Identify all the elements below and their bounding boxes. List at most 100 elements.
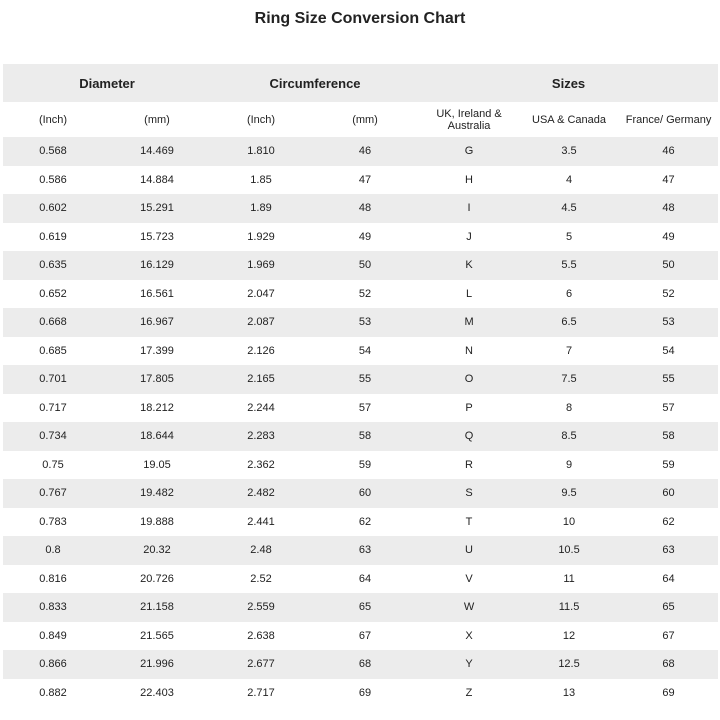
cell-usa-size: 10.5 [558, 544, 580, 557]
cell-circumference-inch: 2.559 [247, 601, 275, 614]
cell-france-size: 46 [662, 145, 675, 158]
cell-circumference-inch: 2.52 [250, 572, 272, 585]
cell-usa-size: 3.5 [561, 145, 577, 158]
cell-circumference-mm: 65 [358, 601, 372, 614]
cell-france-size: 60 [662, 487, 675, 500]
cell-diameter-mm: 17.805 [140, 373, 174, 386]
cell-circumference-mm: 59 [358, 458, 372, 471]
cell-circumference-inch: 2.717 [247, 686, 275, 699]
table-row: 0.619 15.723 1.929 49 J 5 49 [3, 223, 718, 252]
cell-france-size: 55 [662, 373, 675, 386]
cell-diameter-mm: 17.399 [140, 344, 174, 357]
table-row: 0.635 16.129 1.969 50 K 5.5 50 [3, 251, 719, 280]
cell-france-size: 68 [662, 658, 675, 671]
cell-uk-size: W [463, 601, 475, 614]
cell-circumference-mm: 67 [358, 629, 372, 642]
cell-france-size: 53 [662, 316, 675, 329]
cell-circumference-mm: 58 [358, 430, 372, 443]
cell-france-size: 47 [662, 173, 675, 186]
cell-france-size: 63 [662, 544, 675, 557]
table-row: 0.568 14.469 1.810 46 G 3.5 46 [3, 137, 719, 166]
cell-diameter-mm: 14.469 [140, 145, 174, 158]
table-row: 0.816 20.726 2.52 64 V 11 64 [3, 565, 718, 594]
cell-diameter-mm: 19.482 [140, 487, 174, 500]
cell-diameter-inch: 0.668 [39, 316, 67, 329]
table-row: 0.767 19.482 2.482 60 S 9.5 60 [3, 479, 719, 508]
cell-uk-size: T [465, 515, 473, 528]
cell-circumference-mm: 57 [358, 401, 372, 414]
cell-usa-size: 8 [565, 401, 573, 414]
table-row: 0.75 19.05 2.362 59 R 9 59 [3, 451, 718, 480]
cell-circumference-mm: 68 [358, 658, 372, 671]
cell-uk-size: Z [465, 686, 473, 699]
cell-circumference-mm: 49 [358, 230, 372, 243]
cell-france-size: 67 [662, 629, 675, 642]
cell-diameter-inch: 0.685 [39, 344, 67, 357]
cell-diameter-mm: 16.967 [140, 316, 174, 329]
cell-circumference-mm: 64 [358, 572, 372, 585]
cell-circumference-inch: 1.929 [247, 230, 275, 243]
cell-diameter-inch: 0.717 [39, 401, 67, 414]
header-diameter: Diameter [3, 64, 212, 102]
table-row: 0.701 17.805 2.165 55 O 7.5 55 [3, 365, 719, 394]
cell-diameter-mm: 15.291 [140, 202, 174, 215]
group-header-row: Diameter Circumference Sizes [3, 64, 719, 102]
cell-usa-size: 12.5 [558, 658, 580, 671]
cell-diameter-mm: 21.996 [140, 658, 174, 671]
table-body: 0.568 14.469 1.810 46 G 3.5 46 0.586 14.884 1.85 4… [3, 137, 719, 708]
cell-diameter-mm: 21.565 [140, 629, 174, 642]
cell-circumference-mm: 50 [358, 259, 372, 272]
cell-circumference-inch: 2.126 [247, 344, 275, 357]
header-sizes: Sizes [419, 64, 719, 102]
table-row: 0.882 22.403 2.717 69 Z 13 69 [3, 679, 718, 708]
cell-diameter-mm: 16.129 [140, 259, 174, 272]
cell-usa-size: 4.5 [561, 202, 577, 215]
cell-diameter-inch: 0.568 [39, 145, 67, 158]
cell-usa-size: 6 [565, 287, 573, 300]
cell-circumference-mm: 48 [358, 202, 372, 215]
cell-circumference-inch: 2.677 [247, 658, 275, 671]
cell-diameter-inch: 0.849 [39, 629, 67, 642]
table-row: 0.783 19.888 2.441 62 T 10 62 [3, 508, 718, 537]
cell-circumference-inch: 2.48 [250, 544, 272, 557]
page-title: Ring Size Conversion Chart [254, 10, 466, 27]
cell-uk-size: M [464, 316, 474, 329]
cell-circumference-inch: 2.087 [247, 316, 275, 329]
cell-uk-size: K [465, 259, 473, 272]
header-diameter-inch: (Inch) [3, 102, 103, 137]
cell-circumference-mm: 47 [358, 173, 372, 186]
cell-usa-size: 7 [565, 344, 573, 357]
table-row: 0.602 15.291 1.89 48 I 4.5 48 [3, 194, 719, 223]
cell-diameter-mm: 18.644 [140, 430, 174, 443]
table-row: 0.849 21.565 2.638 67 X 12 67 [3, 622, 718, 651]
cell-circumference-inch: 1.85 [250, 173, 272, 186]
cell-usa-size: 5 [565, 230, 573, 243]
cell-circumference-mm: 52 [358, 287, 372, 300]
cell-usa-size: 10 [562, 515, 576, 528]
cell-uk-size: P [465, 401, 473, 414]
cell-circumference-inch: 2.482 [247, 487, 275, 500]
table-row: 0.717 18.212 2.244 57 P 8 57 [3, 394, 718, 423]
cell-circumference-mm: 53 [358, 316, 372, 329]
cell-uk-size: X [465, 629, 473, 642]
cell-diameter-inch: 0.652 [39, 287, 67, 300]
cell-usa-size: 9.5 [561, 487, 577, 500]
table-row: 0.866 21.996 2.677 68 Y 12.5 68 [3, 650, 719, 679]
cell-uk-size: R [465, 458, 473, 471]
header-circumference-mm: (mm) [311, 102, 420, 137]
table-row: 0.734 18.644 2.283 58 Q 8.5 58 [3, 422, 719, 451]
cell-diameter-inch: 0.619 [39, 230, 67, 243]
sub-header-row: (Inch) (mm) (Inch) (mm) UK, Ireland & Au… [3, 102, 719, 137]
cell-france-size: 48 [662, 202, 675, 215]
cell-diameter-mm: 21.158 [140, 601, 174, 614]
cell-diameter-inch: 0.635 [39, 259, 67, 272]
cell-france-size: 49 [662, 230, 675, 243]
cell-diameter-inch: 0.701 [39, 373, 67, 386]
table-row: 0.833 21.158 2.559 65 W 11.5 65 [3, 593, 719, 622]
header-usa-canada: USA & Canada [519, 102, 620, 137]
cell-circumference-inch: 2.441 [247, 515, 275, 528]
cell-uk-size: L [465, 287, 473, 300]
cell-diameter-inch: 0.816 [39, 572, 67, 585]
cell-uk-size: N [465, 344, 473, 357]
cell-usa-size: 11.5 [558, 601, 580, 614]
